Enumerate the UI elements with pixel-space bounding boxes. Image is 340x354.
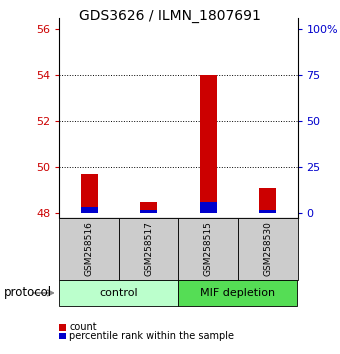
Text: GSM258530: GSM258530 <box>263 221 272 276</box>
Bar <box>81 207 98 213</box>
Text: GSM258515: GSM258515 <box>204 221 213 276</box>
Bar <box>81 174 98 213</box>
Text: protocol: protocol <box>3 286 52 299</box>
Text: GDS3626 / ILMN_1807691: GDS3626 / ILMN_1807691 <box>79 9 261 23</box>
Bar <box>200 202 217 213</box>
Bar <box>200 75 217 213</box>
Text: MIF depletion: MIF depletion <box>201 288 275 298</box>
Text: percentile rank within the sample: percentile rank within the sample <box>69 331 234 341</box>
Text: GSM258517: GSM258517 <box>144 221 153 276</box>
Text: control: control <box>100 288 138 298</box>
Text: count: count <box>69 322 97 332</box>
Bar <box>140 202 157 213</box>
Bar <box>140 210 157 213</box>
Text: GSM258516: GSM258516 <box>85 221 94 276</box>
Bar <box>259 210 276 213</box>
Bar <box>259 188 276 213</box>
